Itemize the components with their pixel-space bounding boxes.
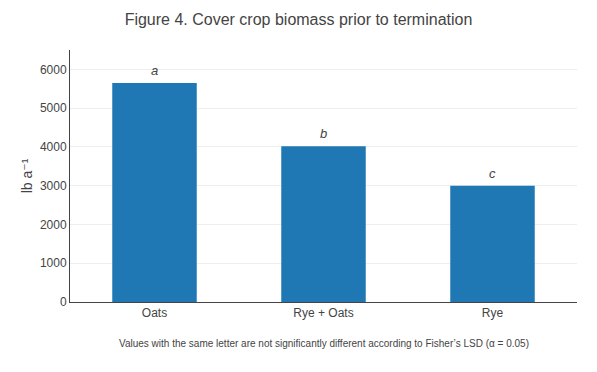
svg-text:Figure 4. Cover crop biomass p: Figure 4. Cover crop biomass prior to te… (125, 11, 473, 28)
svg-text:2000: 2000 (40, 218, 67, 232)
svg-text:Values with the same letter ar: Values with the same letter are not sign… (119, 338, 529, 349)
svg-text:b: b (320, 126, 327, 141)
svg-text:c: c (489, 166, 496, 181)
svg-text:5000: 5000 (40, 101, 67, 115)
svg-text:Rye + Oats: Rye + Oats (293, 306, 353, 320)
svg-text:3000: 3000 (40, 179, 67, 193)
svg-text:lb a⁻¹: lb a⁻¹ (19, 158, 35, 193)
svg-text:6000: 6000 (40, 63, 67, 77)
svg-text:Rye: Rye (482, 306, 504, 320)
svg-text:a: a (151, 63, 158, 78)
svg-text:4000: 4000 (40, 140, 67, 154)
svg-text:Oats: Oats (142, 306, 167, 320)
svg-text:0: 0 (60, 295, 67, 309)
svg-text:1000: 1000 (40, 256, 67, 270)
